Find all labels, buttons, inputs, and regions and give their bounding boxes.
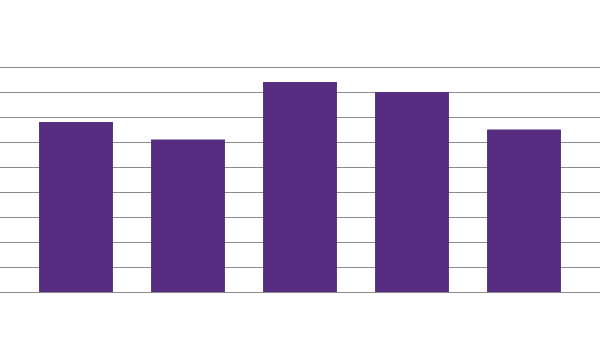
bar: [151, 139, 225, 292]
bar: [375, 92, 449, 292]
bar: [263, 82, 337, 292]
bar: [487, 129, 561, 292]
bar: [39, 122, 113, 292]
